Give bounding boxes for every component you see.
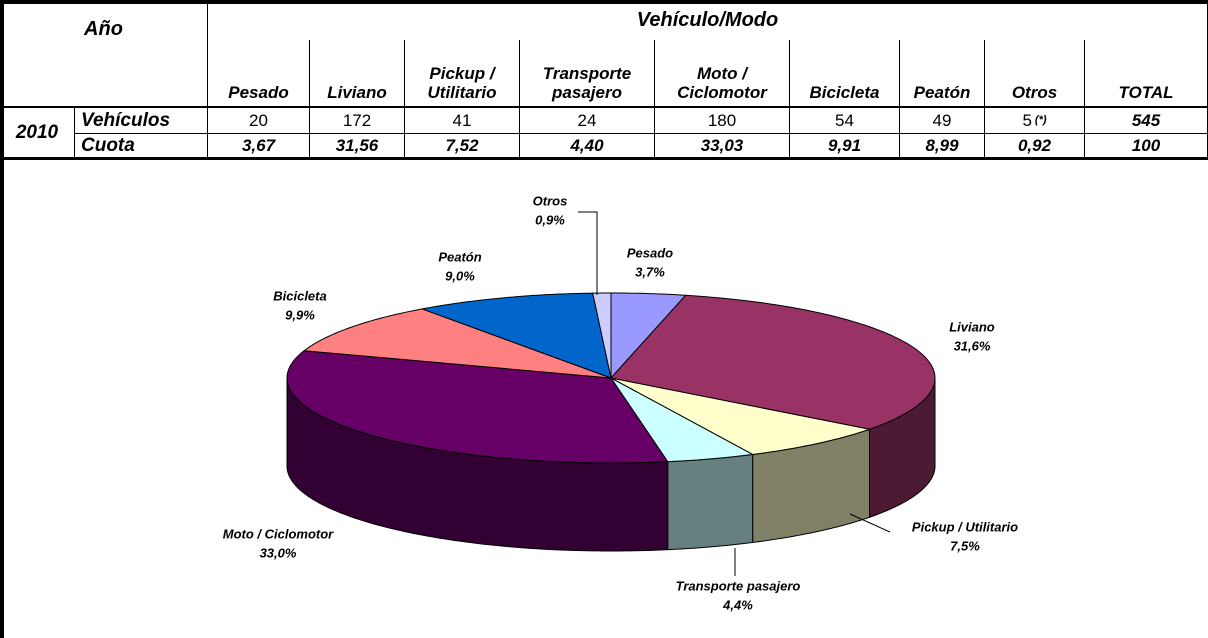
- table-cell: 54: [790, 108, 900, 134]
- column-header-text: Pickup / Utilitario: [427, 64, 497, 102]
- footnote-mark: (*): [1034, 114, 1047, 126]
- year-cell-text: 2010: [15, 122, 59, 143]
- table-cell-text: 7,52: [445, 136, 479, 155]
- pie-slice: [610, 377, 755, 463]
- year-header-text: Año: [84, 18, 123, 40]
- column-header: Pesado: [208, 40, 310, 108]
- table-cell: 31,56: [310, 134, 405, 160]
- group-header-text: Vehículo/Modo: [636, 8, 779, 31]
- column-header-text: Pesado: [228, 83, 289, 102]
- slice-label: Bicicleta: [273, 288, 326, 303]
- slice-value-label: 4,4%: [722, 597, 753, 612]
- slice-value-label: 9,0%: [445, 268, 475, 283]
- table-cell-text: 180: [707, 111, 737, 130]
- table-cell-text: 49: [932, 111, 952, 130]
- table-cell-text: 3,67: [241, 136, 276, 155]
- table-cell-text: 0,92: [1017, 136, 1052, 155]
- table-cell-text: 41: [452, 111, 472, 130]
- year-header: Año: [0, 0, 208, 108]
- slice-label: Moto / Ciclomotor: [223, 526, 334, 541]
- column-header: Transporte pasajero: [520, 40, 655, 108]
- pie-side: [667, 453, 754, 551]
- slice-value-label: 31,6%: [954, 338, 991, 353]
- table-cell-text: 54: [835, 111, 854, 130]
- table-cell: 545: [1085, 108, 1208, 134]
- column-header-text: Otros: [1011, 83, 1058, 102]
- table-cell: 180: [655, 108, 790, 134]
- pie-slice: [610, 377, 872, 455]
- row-label: Vehículos: [75, 108, 208, 134]
- table-cell-text: 8,99: [925, 136, 959, 155]
- slice-label: Pesado: [627, 245, 673, 260]
- column-header: Liviano: [310, 40, 405, 108]
- table-cell-text: 172: [342, 111, 372, 130]
- row-label-text: Vehículos: [81, 110, 171, 131]
- slice-label: Pickup / Utilitario: [912, 519, 1018, 534]
- column-header-text: Moto / Ciclomotor: [677, 64, 767, 102]
- column-header: TOTAL: [1085, 40, 1208, 108]
- column-header: Pickup / Utilitario: [405, 40, 520, 108]
- group-header: Vehículo/Modo: [208, 0, 1208, 40]
- slice-label: Otros: [533, 193, 568, 208]
- table-cell: 100: [1085, 134, 1208, 160]
- table-cell-text: 20: [249, 111, 268, 130]
- slice-label: Peatón: [438, 249, 481, 264]
- table-cell-text: 4,40: [570, 136, 604, 155]
- column-header-text: TOTAL: [1118, 83, 1174, 102]
- row-label-text: Cuota: [81, 135, 135, 156]
- table-cell: 7,52: [405, 134, 520, 160]
- table-cell: 0,92: [985, 134, 1085, 160]
- year-cell: 2010: [0, 108, 75, 160]
- pie-slice: [610, 294, 936, 430]
- pie-slice: [592, 292, 612, 379]
- row-label: Cuota: [75, 134, 208, 160]
- pie-slice: [286, 350, 669, 464]
- table-cell-text: 24: [577, 111, 597, 130]
- table-cell: 4,40: [520, 134, 655, 160]
- column-header: Moto / Ciclomotor: [655, 40, 790, 108]
- slice-value-label: 9,9%: [285, 307, 315, 322]
- column-header-text: Peatón: [913, 83, 971, 102]
- table-cell: 49: [900, 108, 985, 134]
- table-cell: 9,91: [790, 134, 900, 160]
- table-cell: 20: [208, 108, 310, 134]
- table-cell-text: 100: [1131, 136, 1161, 155]
- table-cell: 3,67: [208, 134, 310, 160]
- table-cell-text: 9,91: [827, 136, 862, 155]
- slice-value-label: 3,7%: [635, 264, 665, 279]
- table-cell: 41: [405, 108, 520, 134]
- column-header: Bicicleta: [790, 40, 900, 108]
- table-cell: 8,99: [900, 134, 985, 160]
- column-header: Peatón: [900, 40, 985, 108]
- table-cell: 33,03: [655, 134, 790, 160]
- slice-value-label: 0,9%: [535, 212, 565, 227]
- table-cell-text: 31,56: [335, 136, 379, 155]
- table-cell-text: 545: [1131, 111, 1161, 130]
- leader-line: [849, 513, 891, 533]
- slice-value-label: 33,0%: [260, 545, 297, 560]
- table-cell: 5 (*): [985, 108, 1085, 134]
- pie-slice: [420, 292, 612, 379]
- table-cell-text: 33,03: [700, 136, 744, 155]
- table-cell: 24: [520, 108, 655, 134]
- column-header-text: Liviano: [327, 83, 387, 102]
- table-cell-text: 5: [1022, 111, 1032, 130]
- leader-line: [578, 211, 598, 295]
- column-header-text: Bicicleta: [809, 83, 880, 102]
- pie-slice: [302, 308, 612, 379]
- column-header: Otros: [985, 40, 1085, 108]
- slice-label: Liviano: [949, 319, 995, 334]
- table-cell: 172: [310, 108, 405, 134]
- slice-value-label: 7,5%: [950, 538, 980, 553]
- slice-label: Transporte pasajero: [676, 578, 801, 593]
- column-header-text: Transporte pasajero: [542, 64, 632, 102]
